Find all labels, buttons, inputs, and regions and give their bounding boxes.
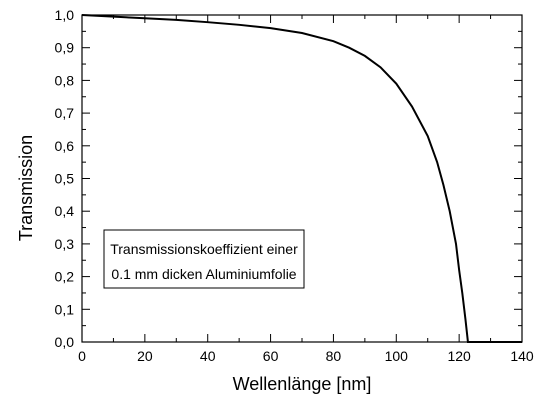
y-tick-label: 0,0 — [55, 334, 75, 350]
x-tick-label: 120 — [447, 348, 471, 364]
annotation-line-2: 0.1 mm dicken Aluminiumfolie — [111, 266, 296, 282]
x-tick-label: 80 — [326, 348, 342, 364]
y-tick-label: 0,2 — [55, 269, 75, 285]
y-tick-label: 0,9 — [55, 40, 75, 56]
series-line-transmission — [81, 14, 522, 343]
x-tick-label: 20 — [137, 348, 153, 364]
y-tick-label: 0,7 — [55, 105, 75, 121]
y-tick-label: 0,8 — [55, 72, 75, 88]
annotation-box — [103, 229, 305, 289]
y-axis-title: Transmission — [16, 135, 36, 241]
y-tick-label: 0,4 — [55, 203, 75, 219]
x-tick-label: 140 — [510, 348, 534, 364]
x-tick-label: 100 — [385, 348, 409, 364]
x-axis-title: Wellenlänge [nm] — [233, 374, 372, 394]
y-tick-label: 0,1 — [55, 301, 75, 317]
x-tick-label: 0 — [78, 348, 86, 364]
annotation-line-1: Transmissionskoeffizient einer — [110, 241, 298, 257]
y-tick-label: 0,6 — [55, 138, 75, 154]
x-tick-label: 60 — [263, 348, 279, 364]
plot-frame — [81, 14, 523, 343]
x-tick-label: 40 — [200, 348, 216, 364]
y-tick-label: 0,3 — [55, 236, 75, 252]
y-tick-label: 1,0 — [55, 7, 75, 23]
y-tick-label: 0,5 — [55, 171, 75, 187]
